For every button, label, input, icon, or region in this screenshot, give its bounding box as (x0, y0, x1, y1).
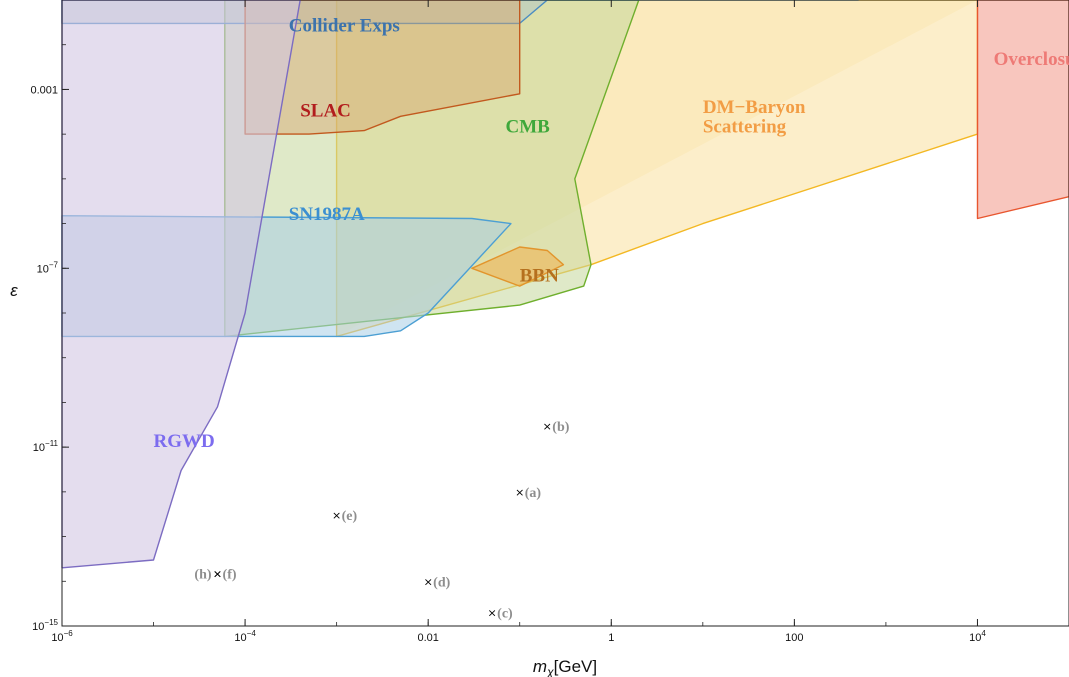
benchmark-label-f: (f) (223, 567, 237, 582)
y-tick-label: 10−15 (32, 618, 58, 633)
benchmark-marker: × (424, 575, 433, 588)
region-label-bbn: BBN (520, 266, 559, 287)
x-tick-label: 100 (785, 632, 803, 644)
y-tick-label: 10−7 (37, 260, 59, 275)
y-tick-label: 10−11 (33, 439, 59, 454)
benchmark-label-e: (e) (342, 509, 358, 524)
x-tick-label: 10−6 (51, 629, 73, 644)
region-bbn (471, 246, 565, 287)
benchmark-marker: × (543, 420, 552, 433)
benchmark-marker: × (332, 509, 341, 522)
benchmark-label-c: (c) (497, 607, 513, 622)
benchmark-marker: × (515, 486, 524, 499)
x-axis-label: mχ[GeV] (533, 657, 597, 677)
region-label-scattering: Scattering (703, 116, 787, 137)
region-slac (244, 0, 521, 135)
x-tick-label: 1 (608, 632, 614, 644)
region-label-slac: SLAC (300, 100, 351, 121)
region-overclosure (976, 0, 1069, 220)
benchmark-label-d: (d) (433, 575, 450, 590)
region-label-overclosure: Overclosure (994, 49, 1069, 70)
benchmark-label-b: (b) (552, 420, 569, 435)
x-tick-label: 104 (969, 629, 986, 644)
benchmark-marker: × (213, 567, 222, 580)
x-tick-label: 10−4 (234, 629, 256, 644)
exclusion-regions (61, 0, 1069, 569)
benchmark-label-h: (h) (194, 567, 211, 582)
region-rgwd (61, 0, 301, 569)
region-label-cmb: CMB (506, 116, 551, 137)
region-label-sn1987a: SN1987A (289, 204, 365, 225)
y-tick-label: 0.001 (30, 84, 58, 96)
x-tick-label: 0.01 (417, 632, 438, 644)
y-axis-label: ε (10, 281, 18, 300)
axis-ticks: 10−6 10−4 0.01 1 100 104 10−15 10−11 10−7 0.001 (30, 0, 1069, 644)
benchmark-marker: × (213, 567, 222, 580)
benchmark-points: × (a)× (b)× (c)× (d)× (e)× (f)×(h) (194, 420, 569, 622)
benchmark-marker: × (488, 607, 497, 620)
benchmark-label-a: (a) (525, 486, 542, 501)
region-label-dm-baryon: DM−Baryon (703, 97, 806, 118)
region-label-rgwd: RGWD (154, 431, 215, 452)
region-label-collider-exps: Collider Exps (289, 15, 400, 36)
